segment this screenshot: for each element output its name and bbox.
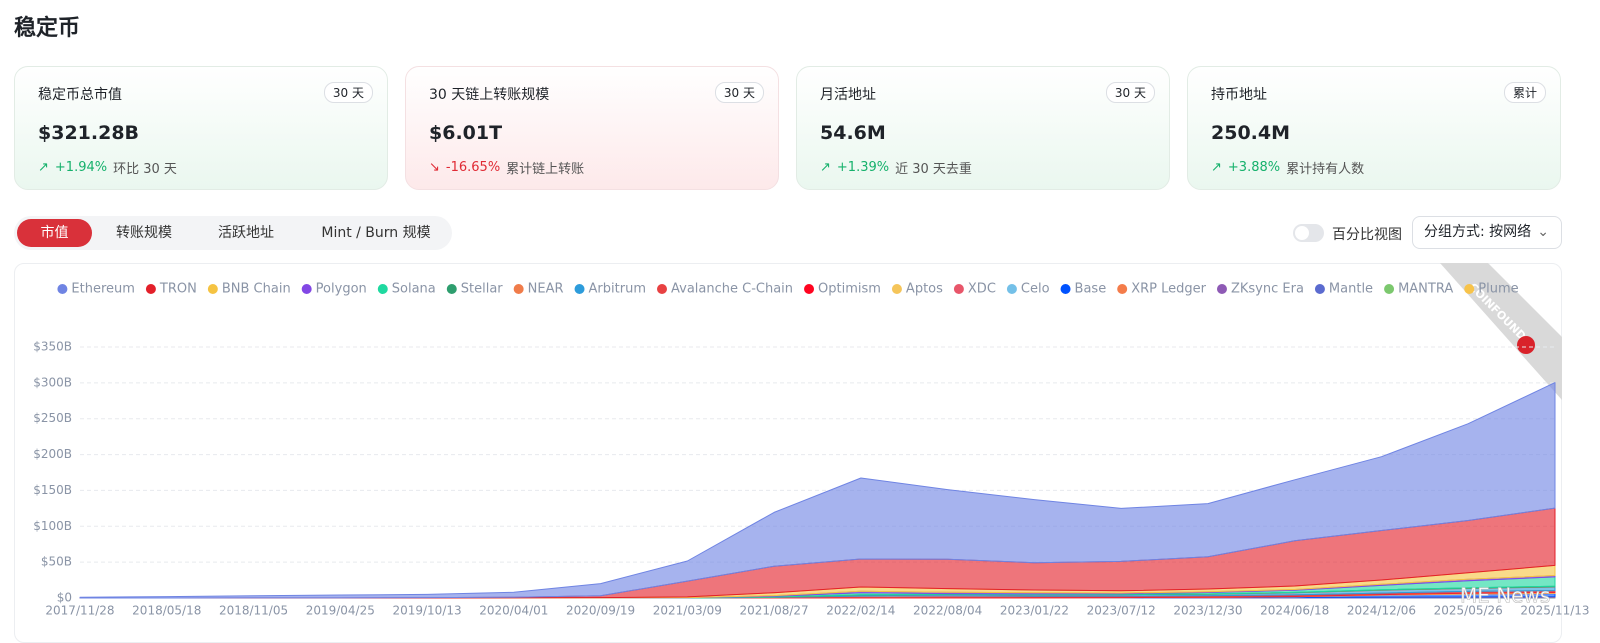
legend-swatch: [146, 284, 156, 294]
y-tick-label: $50B: [41, 555, 72, 569]
legend-item[interactable]: XDC: [954, 282, 996, 297]
legend-swatch: [514, 284, 524, 294]
legend-item[interactable]: BNB Chain: [208, 282, 291, 297]
x-tick-label: 2024/12/06: [1347, 604, 1416, 618]
x-tick-label: 2019/04/25: [306, 604, 375, 618]
legend-label: TRON: [159, 282, 197, 297]
legend-item[interactable]: XRP Ledger: [1117, 282, 1206, 297]
legend-item[interactable]: TRON: [146, 282, 197, 297]
legend-swatch: [1217, 284, 1227, 294]
watermark: ME News: [1460, 584, 1550, 608]
legend-label: Polygon: [316, 282, 367, 297]
legend-item[interactable]: Base: [1061, 282, 1107, 297]
legend-label: Celo: [1021, 282, 1050, 297]
x-tick-label: 2018/11/05: [219, 604, 288, 618]
legend-item[interactable]: NEAR: [514, 282, 564, 297]
legend-item[interactable]: Optimism: [804, 282, 881, 297]
legend-swatch: [1061, 284, 1071, 294]
legend-label: MANTRA: [1398, 282, 1453, 297]
y-tick-label: $0: [57, 591, 72, 605]
x-tick-label: 2019/10/13: [392, 604, 461, 618]
legend-item[interactable]: Stellar: [447, 282, 504, 297]
x-tick-label: 2023/12/30: [1173, 604, 1242, 618]
legend-label: Optimism: [818, 282, 881, 297]
legend-swatch: [57, 284, 67, 294]
x-tick-label: 2024/06/18: [1260, 604, 1329, 618]
x-tick-label: 2017/11/28: [45, 604, 114, 618]
x-tick-label: 2023/01/22: [1000, 604, 1069, 618]
legend-item[interactable]: Celo: [1007, 282, 1050, 297]
legend-label: Base: [1075, 282, 1107, 297]
legend-item[interactable]: Polygon: [302, 282, 367, 297]
x-tick-label: 2021/03/09: [653, 604, 722, 618]
legend-item[interactable]: Ethereum: [57, 282, 135, 297]
x-tick-label: 2022/02/14: [826, 604, 895, 618]
y-tick-label: $350B: [33, 340, 72, 354]
legend-swatch: [804, 284, 814, 294]
x-tick-label: 2020/09/19: [566, 604, 635, 618]
legend-swatch: [575, 284, 585, 294]
legend-swatch: [378, 284, 388, 294]
legend-label: Stellar: [461, 282, 504, 297]
legend-item[interactable]: Mantle: [1315, 282, 1373, 297]
legend: Ethereum TRON BNB Chain Polygon Solana Stella…: [57, 282, 1518, 297]
legend-item[interactable]: Solana: [378, 282, 436, 297]
legend-item[interactable]: ZKsync Era: [1217, 282, 1304, 297]
y-tick-label: $200B: [33, 447, 72, 461]
legend-label: NEAR: [528, 282, 564, 297]
legend-swatch: [1384, 284, 1394, 294]
legend-label: XDC: [968, 282, 996, 297]
x-tick-label: 2023/07/12: [1087, 604, 1156, 618]
legend-swatch: [208, 284, 218, 294]
legend-label: Plume: [1478, 282, 1518, 297]
legend-item[interactable]: Arbitrum: [575, 282, 646, 297]
x-tick-label: 2022/08/04: [913, 604, 982, 618]
legend-item[interactable]: Aptos: [892, 282, 943, 297]
legend-item[interactable]: Avalanche C-Chain: [657, 282, 793, 297]
y-tick-label: $300B: [33, 375, 72, 389]
legend-label: Mantle: [1329, 282, 1373, 297]
legend-swatch: [892, 284, 902, 294]
legend-swatch: [657, 284, 667, 294]
legend-swatch: [447, 284, 457, 294]
legend-label: Avalanche C-Chain: [671, 282, 793, 297]
legend-swatch: [1117, 284, 1127, 294]
legend-swatch: [1007, 284, 1017, 294]
legend-label: XRP Ledger: [1131, 282, 1206, 297]
x-tick-label: 2021/08/27: [740, 604, 809, 618]
legend-swatch: [302, 284, 312, 294]
x-tick-label: 2018/05/18: [132, 604, 201, 618]
legend-label: BNB Chain: [222, 282, 291, 297]
y-tick-label: $250B: [33, 411, 72, 425]
y-tick-label: $100B: [33, 519, 72, 533]
legend-swatch: [1315, 284, 1325, 294]
legend-label: ZKsync Era: [1231, 282, 1304, 297]
legend-swatch: [1464, 284, 1474, 294]
y-tick-label: $150B: [33, 483, 72, 497]
legend-label: Solana: [392, 282, 436, 297]
legend-label: Ethereum: [71, 282, 135, 297]
legend-swatch: [954, 284, 964, 294]
legend-label: Arbitrum: [589, 282, 646, 297]
legend-label: Aptos: [906, 282, 943, 297]
legend-item[interactable]: MANTRA: [1384, 282, 1453, 297]
x-tick-label: 2020/04/01: [479, 604, 548, 618]
plot-area: $0 $50B $100B $150B $200B $250B $300B $350B 2017…: [33, 282, 1589, 618]
ribbon-logo: [1517, 336, 1535, 354]
